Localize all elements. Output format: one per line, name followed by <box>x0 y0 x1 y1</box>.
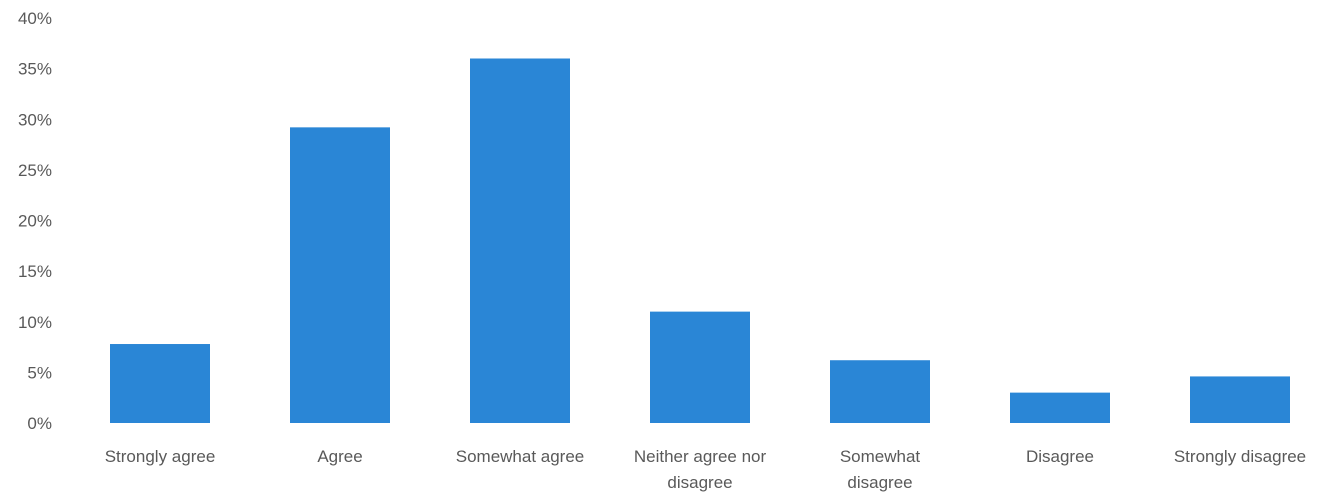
bar <box>1010 392 1110 423</box>
bar <box>830 360 930 423</box>
y-axis-ticks: 0% 5% 10% 15% 20% 25% 30% 35% 40% <box>18 9 52 433</box>
bar <box>650 311 750 423</box>
y-tick-label: 40% <box>18 9 52 28</box>
x-tick-label: Strongly agree <box>105 447 216 466</box>
x-tick-label: Somewhat agree <box>456 447 585 466</box>
y-tick-label: 5% <box>27 363 52 382</box>
x-tick-label: Neither agree nor disagree <box>634 447 767 492</box>
x-tick-label: Strongly disagree <box>1174 447 1306 466</box>
x-tick-label: Disagree <box>1026 447 1094 466</box>
bar <box>110 344 210 423</box>
y-tick-label: 15% <box>18 262 52 281</box>
x-axis-labels: Strongly agree Agree Somewhat agree Neither… <box>105 447 1306 492</box>
y-tick-label: 0% <box>27 414 52 433</box>
x-tick-label: Somewhat disagree <box>840 447 921 492</box>
y-tick-label: 20% <box>18 212 52 231</box>
bars <box>110 58 1290 423</box>
y-tick-label: 25% <box>18 161 52 180</box>
bar <box>290 127 390 423</box>
x-tick-label: Agree <box>317 447 362 466</box>
y-tick-label: 30% <box>18 110 52 129</box>
y-tick-label: 10% <box>18 313 52 332</box>
bar <box>1190 376 1290 423</box>
bar <box>470 58 570 423</box>
y-tick-label: 35% <box>18 60 52 79</box>
